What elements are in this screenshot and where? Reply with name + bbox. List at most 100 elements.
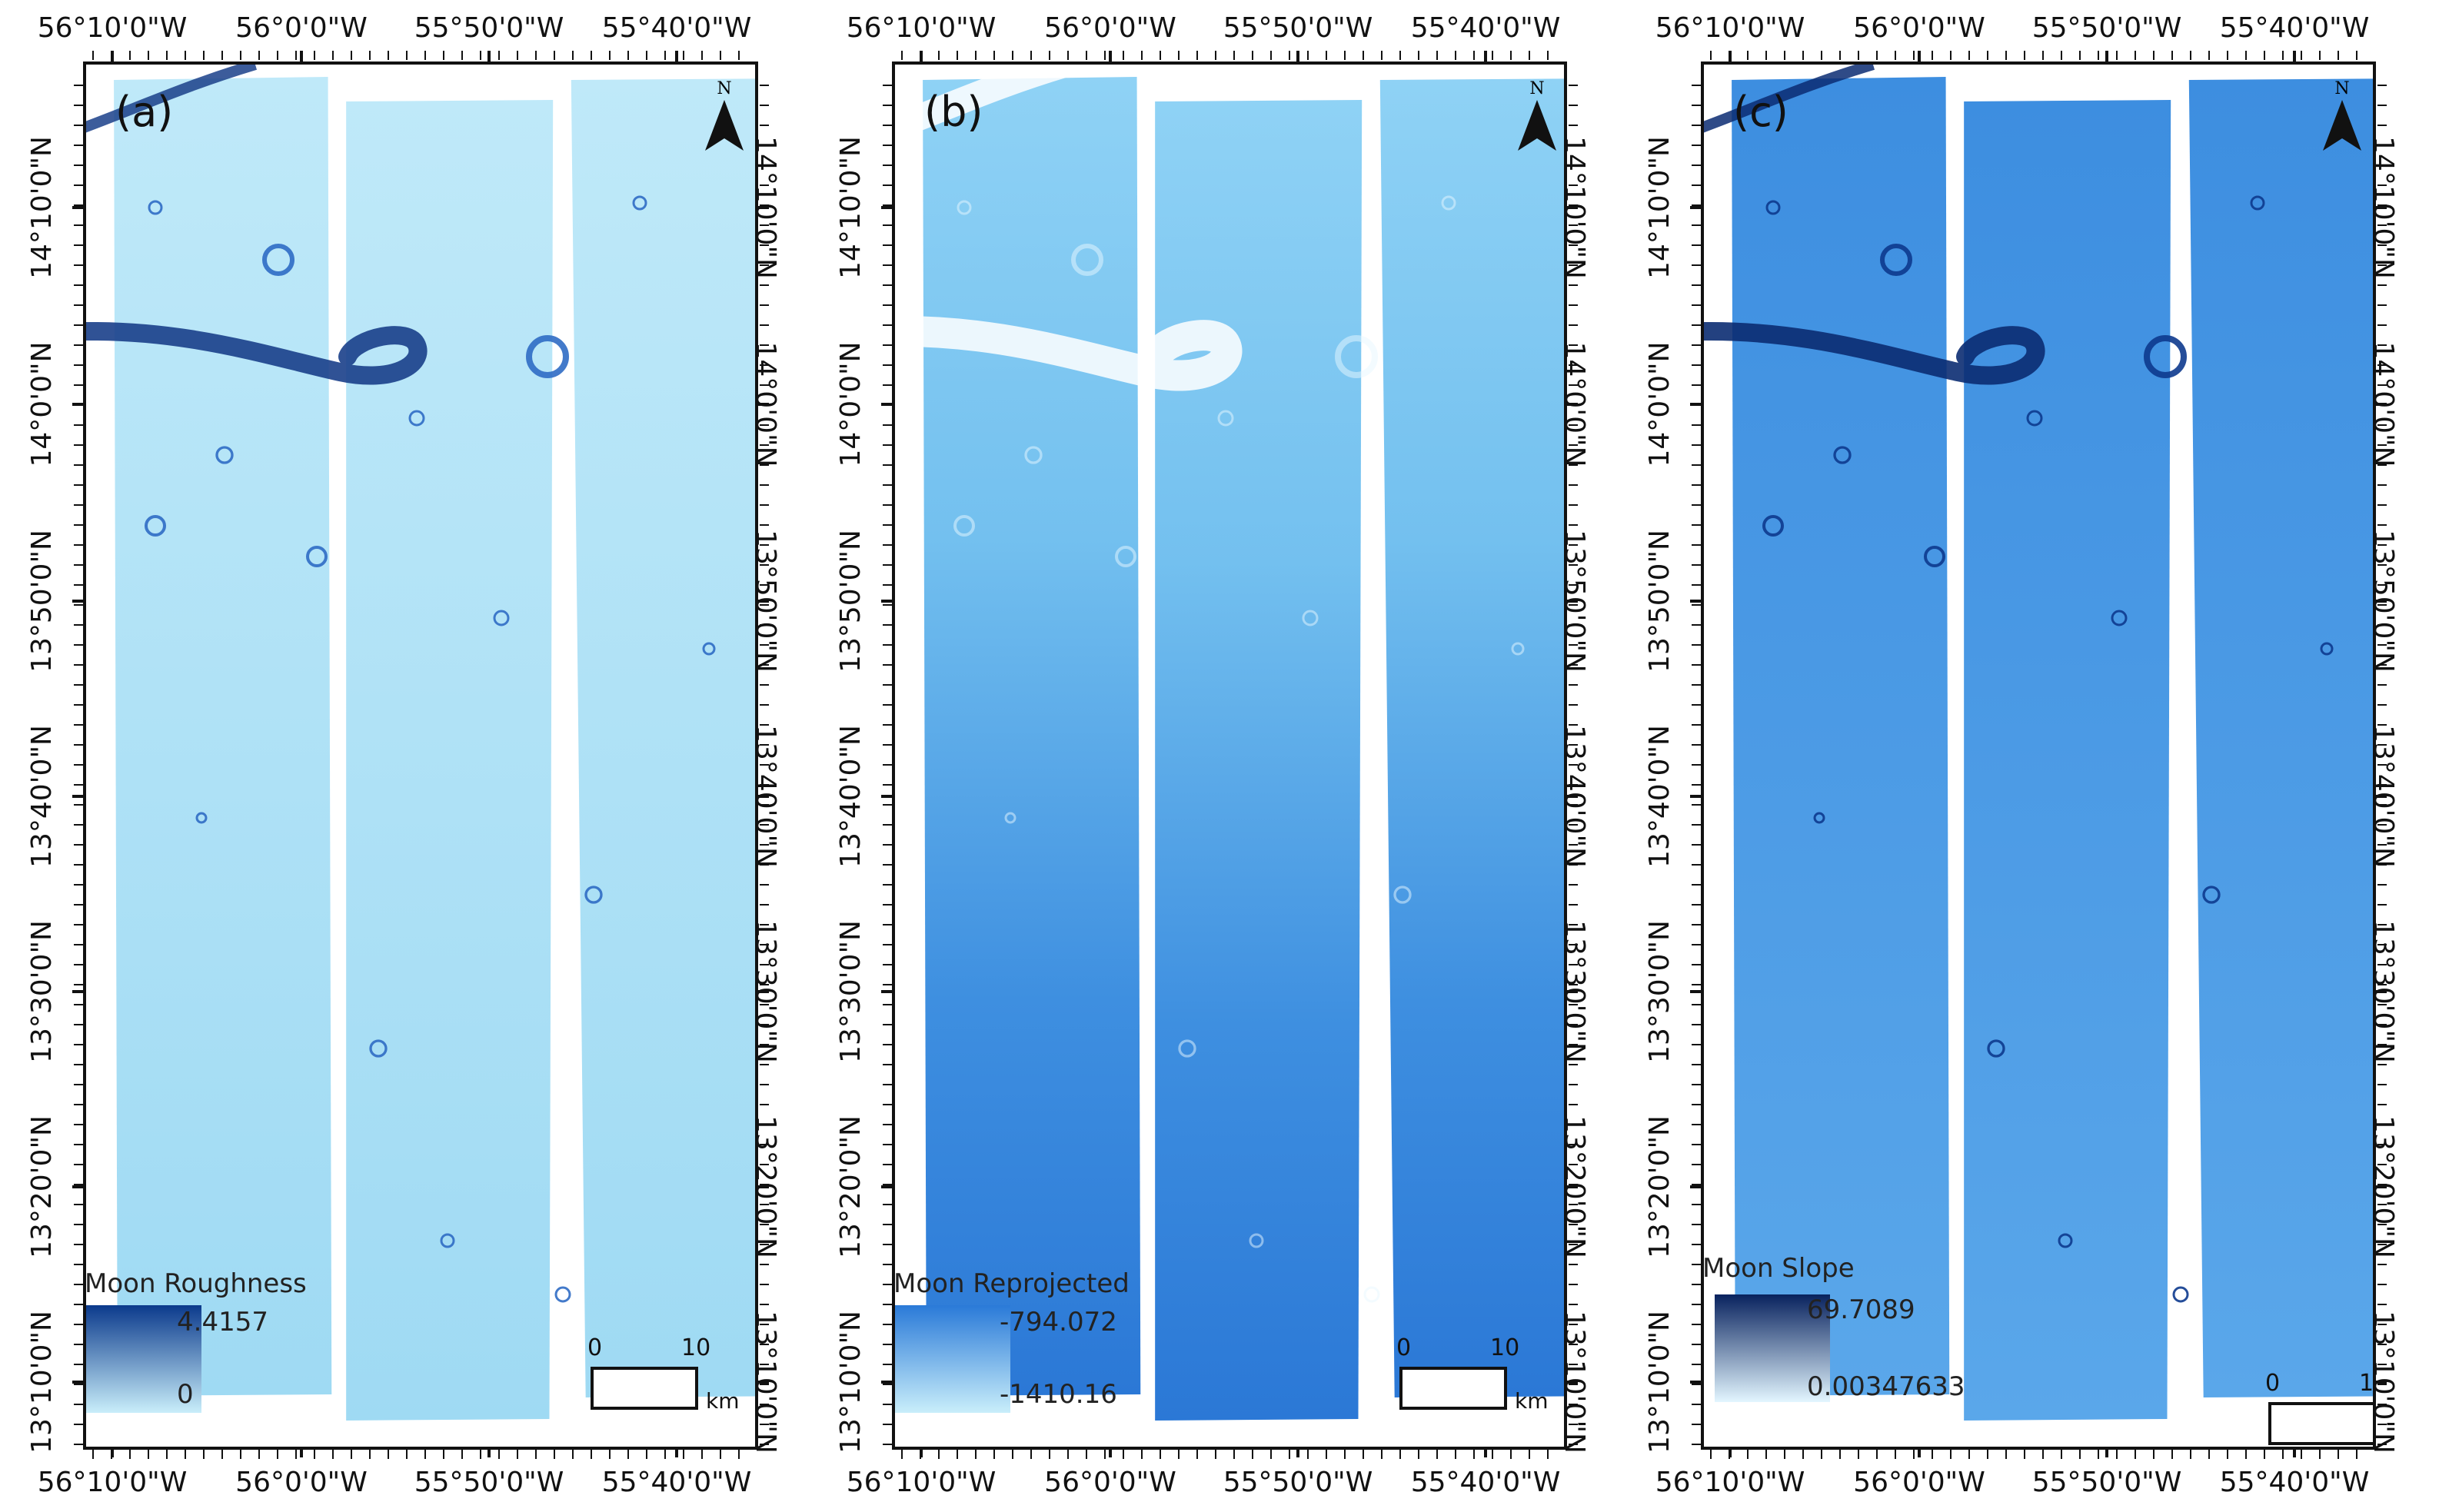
minor-tick (74, 1404, 83, 1405)
minor-tick (74, 1144, 83, 1145)
minor-tick (2377, 764, 2387, 766)
minor-tick (1569, 504, 1578, 506)
minor-tick (203, 1450, 205, 1459)
minor-tick (883, 364, 892, 366)
minor-tick (1569, 145, 1578, 146)
minor-tick (760, 784, 769, 786)
minor-tick (1569, 464, 1578, 466)
minor-tick (760, 704, 769, 706)
latitude-tick (72, 990, 83, 993)
minor-tick (351, 1450, 352, 1459)
minor-tick (760, 1104, 769, 1105)
minor-tick (760, 564, 769, 566)
crater (2202, 886, 2221, 904)
minor-tick (2098, 1450, 2099, 1459)
panel-label: (a) (115, 88, 174, 136)
minor-tick (1086, 1450, 1087, 1459)
minor-tick (883, 404, 892, 406)
minor-tick (74, 164, 83, 166)
minor-tick (2377, 444, 2387, 446)
minor-tick (461, 1450, 463, 1459)
minor-tick (1492, 1450, 1493, 1459)
minor-tick (74, 1304, 83, 1305)
minor-tick (760, 1244, 769, 1245)
minor-tick (883, 1004, 892, 1005)
bottom-longitude-label: 56°10'0"W (846, 1467, 997, 1498)
minor-tick (1569, 1044, 1578, 1045)
minor-tick (74, 384, 83, 386)
imagery-strips (1704, 65, 2373, 1421)
minor-tick (1569, 644, 1578, 646)
minor-tick (760, 1084, 769, 1085)
longitude-tick (2293, 51, 2296, 61)
minor-tick (74, 105, 83, 106)
longitude-tick (1918, 51, 1921, 61)
imagery-strip-1 (1155, 100, 1363, 1421)
minor-tick (1569, 604, 1578, 606)
minor-tick (975, 51, 977, 60)
crater (215, 446, 234, 464)
minor-tick (554, 51, 555, 60)
minor-tick (1692, 304, 1701, 306)
minor-tick (1569, 1444, 1578, 1445)
minor-tick (1436, 1450, 1438, 1459)
longitude-tick (300, 51, 303, 61)
minor-tick (627, 51, 629, 60)
minor-tick (74, 1264, 83, 1265)
minor-tick (1569, 944, 1578, 945)
minor-tick (883, 1244, 892, 1245)
minor-tick (1692, 364, 1701, 366)
minor-tick (443, 1450, 444, 1459)
minor-tick (1692, 1364, 1701, 1365)
scale-bar-tick-label: 10 (681, 1334, 711, 1361)
minor-tick (1123, 1450, 1124, 1459)
minor-tick (74, 304, 83, 306)
longitude-tick (1484, 51, 1487, 61)
minor-tick (1569, 404, 1578, 406)
minor-tick (1692, 424, 1701, 426)
latitude-tick (881, 600, 892, 603)
minor-tick (993, 1450, 995, 1459)
minor-tick (277, 51, 278, 60)
minor-tick (166, 51, 168, 60)
minor-tick (1569, 1264, 1578, 1265)
minor-tick (2377, 384, 2387, 386)
minor-tick (760, 324, 769, 326)
latitude-tick (758, 795, 769, 798)
minor-tick (74, 824, 83, 826)
minor-tick (74, 1024, 83, 1025)
minor-tick (883, 244, 892, 246)
minor-tick (957, 1450, 958, 1459)
minor-tick (1569, 524, 1578, 526)
left-latitude-label: 14°0'0"N (835, 341, 867, 467)
minor-tick (1196, 1450, 1198, 1459)
minor-tick (74, 704, 83, 706)
minor-tick (883, 524, 892, 526)
minor-tick (1160, 51, 1161, 60)
imagery-strip-1 (1964, 100, 2171, 1421)
map-frame: (b) N Moon Reprojected -794.072 -1410.16 0 10 k… (892, 61, 1567, 1450)
minor-tick (74, 984, 83, 985)
minor-tick (883, 424, 892, 426)
minor-tick (1692, 624, 1701, 626)
minor-tick (2135, 51, 2136, 60)
minor-tick (883, 504, 892, 506)
minor-tick (1569, 744, 1578, 746)
minor-tick (1569, 164, 1578, 166)
crater (1217, 410, 1234, 427)
minor-tick (883, 1364, 892, 1365)
minor-tick (664, 51, 666, 60)
minor-tick (883, 884, 892, 886)
crater (1024, 446, 1043, 464)
latitude-tick (881, 990, 892, 993)
minor-tick (535, 51, 537, 60)
minor-tick (883, 864, 892, 866)
minor-tick (2319, 51, 2321, 60)
minor-tick (2005, 1450, 2007, 1459)
bottom-longitude-label: 56°0'0"W (1853, 1467, 1985, 1498)
crater (953, 515, 975, 537)
minor-tick (2377, 1224, 2387, 1225)
legend-max-value: 69.7089 (1807, 1294, 1915, 1325)
minor-tick (1692, 1224, 1701, 1225)
minor-tick (1233, 1450, 1235, 1459)
